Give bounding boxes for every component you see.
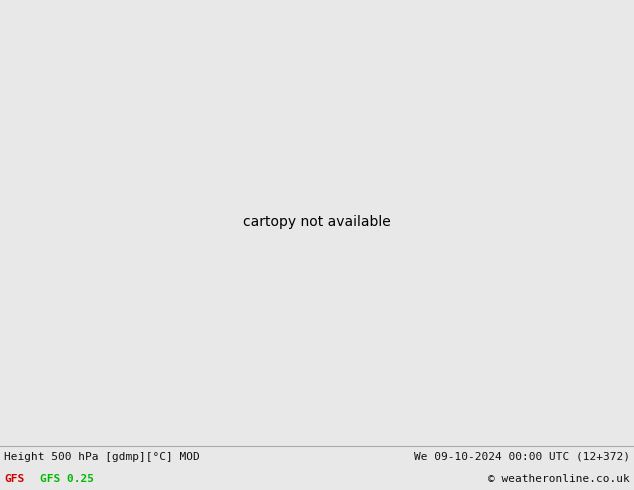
Text: We 09-10-2024 00:00 UTC (12+372): We 09-10-2024 00:00 UTC (12+372) (414, 452, 630, 462)
Text: Height 500 hPa [gdmp][°C] MOD: Height 500 hPa [gdmp][°C] MOD (4, 452, 200, 462)
Text: GFS: GFS (4, 474, 24, 484)
Text: GFS 0.25: GFS 0.25 (40, 474, 94, 484)
Text: cartopy not available: cartopy not available (243, 216, 391, 229)
Text: © weatheronline.co.uk: © weatheronline.co.uk (488, 474, 630, 484)
